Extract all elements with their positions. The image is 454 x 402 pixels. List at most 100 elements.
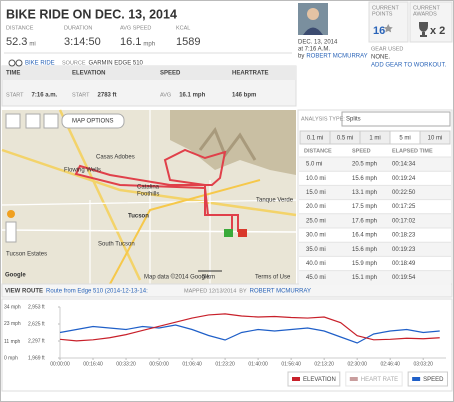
map[interactable]: MAP OPTIONS Casas Adobes Flowing Wells Cata… [1, 109, 297, 285]
row-stripe [299, 213, 451, 228]
split-tab-label[interactable]: 5 mi [399, 136, 410, 142]
place-label: Casas Adobes [96, 155, 135, 161]
series-line [59, 324, 440, 344]
split-cell: 17.5 mph [352, 204, 377, 210]
star-icon [383, 24, 393, 33]
print-button[interactable] [43, 113, 59, 129]
zoom-control[interactable] [5, 221, 17, 243]
x-tick-label: 01:40:00 [248, 361, 268, 367]
split-tab-label[interactable]: 1 mi [369, 136, 380, 142]
x-tick-label: 02:13:20 [314, 361, 334, 367]
summary-sub: START [72, 92, 90, 98]
stat-unit: mi [29, 42, 35, 48]
legend-button[interactable] [287, 371, 341, 387]
place-label: Tucson [128, 214, 149, 220]
pegman[interactable] [7, 210, 15, 218]
summary-value: 7:16 a.m. [32, 93, 58, 99]
place-label: Tucson Estates [6, 252, 47, 258]
place-label: South Tucson [98, 242, 135, 248]
road [1, 148, 297, 217]
route-by: BY [239, 288, 247, 294]
legend-button[interactable] [407, 371, 448, 387]
gear-label: GEAR USED [371, 46, 403, 52]
split-cell: 20.0 mi [306, 204, 326, 210]
row-stripe [299, 242, 451, 257]
place-label: Foothills [137, 192, 159, 198]
split-tab-label[interactable]: 10 mi [428, 136, 443, 142]
y-tick-label: 34 mph [4, 304, 21, 310]
route-name[interactable]: Route from Edge 510 (2014-12-13-14: [46, 289, 148, 295]
profile-date: DEC. 13, 2014 [298, 40, 338, 46]
route-bar [1, 283, 453, 298]
activity-type[interactable]: BIKE RIDE [25, 61, 55, 67]
awards-label: CURRENT [413, 5, 441, 11]
summary-title: ELEVATION [72, 71, 105, 77]
x-tick-label: 01:06:40 [182, 361, 202, 367]
stat-value: 52.3 [6, 36, 27, 48]
split-cell: 45.0 mi [306, 275, 326, 281]
map-attribution: Map data ©2014 Google [144, 274, 210, 281]
split-cell: 17.6 mph [352, 218, 377, 224]
end-marker [238, 229, 247, 237]
summary-title: TIME [6, 71, 20, 77]
legend-label[interactable]: SPEED [423, 377, 444, 383]
points-label: CURRENT [372, 5, 400, 11]
x-tick-label: 00:16:40 [83, 361, 103, 367]
summary-sub: AVG [160, 92, 171, 98]
split-cell: 00:19:54 [392, 275, 416, 281]
stat-label: DURATION [64, 25, 92, 31]
split-cell: 35.0 mi [306, 247, 326, 253]
fullscreen-button[interactable] [5, 113, 21, 129]
route-line [74, 148, 239, 232]
split-cell: 20.5 mph [352, 162, 377, 168]
legend-item[interactable]: ELEVATION [287, 371, 341, 387]
stat-label: DISTANCE [6, 25, 34, 31]
column-header: ELAPSED TIME [392, 148, 433, 154]
profile-by: by [298, 54, 304, 60]
split-cell: 25.0 mi [306, 218, 326, 224]
avatar-face [307, 8, 319, 20]
legend-item[interactable]: SPEED [407, 371, 448, 387]
row-stripe [299, 270, 451, 285]
analysis-select[interactable] [341, 111, 451, 127]
split-tab-label[interactable]: 0.5 mi [337, 136, 353, 142]
legend-button[interactable] [345, 371, 403, 387]
video-button[interactable] [25, 113, 41, 129]
profile-user[interactable]: ROBERT MCMURRAY [306, 54, 367, 60]
y2-tick-label: 2,953 ft [28, 304, 45, 310]
legend-label[interactable]: HEART RATE [361, 377, 398, 383]
row-stripe [299, 185, 451, 200]
y2-tick-label: 1,969 ft [28, 355, 45, 361]
route-user[interactable]: ROBERT MCMURRAY [250, 289, 311, 295]
split-cell: 30.0 mi [306, 233, 326, 239]
split-cell: 00:18:23 [392, 233, 416, 239]
split-tab-label[interactable]: 0.1 mi [307, 136, 323, 142]
x-tick-label: 02:30:00 [347, 361, 367, 367]
split-cell: 15.9 mph [352, 261, 377, 267]
legend-item[interactable]: HEART RATE [345, 371, 403, 387]
map-terms[interactable]: Terms of Use [255, 275, 291, 281]
map-options-label[interactable]: MAP OPTIONS [72, 119, 114, 125]
stat-value: 3:14:50 [64, 36, 101, 48]
legend-swatch [292, 377, 300, 381]
split-tab[interactable] [419, 130, 451, 145]
y-tick-label: 11 mph [4, 339, 21, 345]
summary-value: 16.1 mph [179, 93, 205, 99]
split-cell: 13.1 mph [352, 190, 377, 196]
bike-icon [15, 59, 23, 67]
highway [109, 179, 261, 285]
split-cell: 40.0 mi [306, 261, 326, 267]
analysis-value[interactable]: Splits [346, 117, 361, 123]
awards-value: x 2 [430, 25, 445, 37]
stat-unit: mph [143, 42, 155, 48]
x-tick-label: 00:33:20 [116, 361, 136, 367]
summary-sub: START [6, 92, 24, 98]
place-label: Tanque Verde [256, 198, 294, 204]
split-cell: 00:14:34 [392, 162, 416, 168]
y2-tick-label: 2,625 ft [28, 321, 45, 327]
legend-label[interactable]: ELEVATION [303, 377, 336, 383]
split-cell: 00:19:23 [392, 247, 416, 253]
map-options-button[interactable] [61, 113, 125, 129]
gear-link[interactable]: ADD GEAR TO WORKOUT. [371, 63, 446, 69]
